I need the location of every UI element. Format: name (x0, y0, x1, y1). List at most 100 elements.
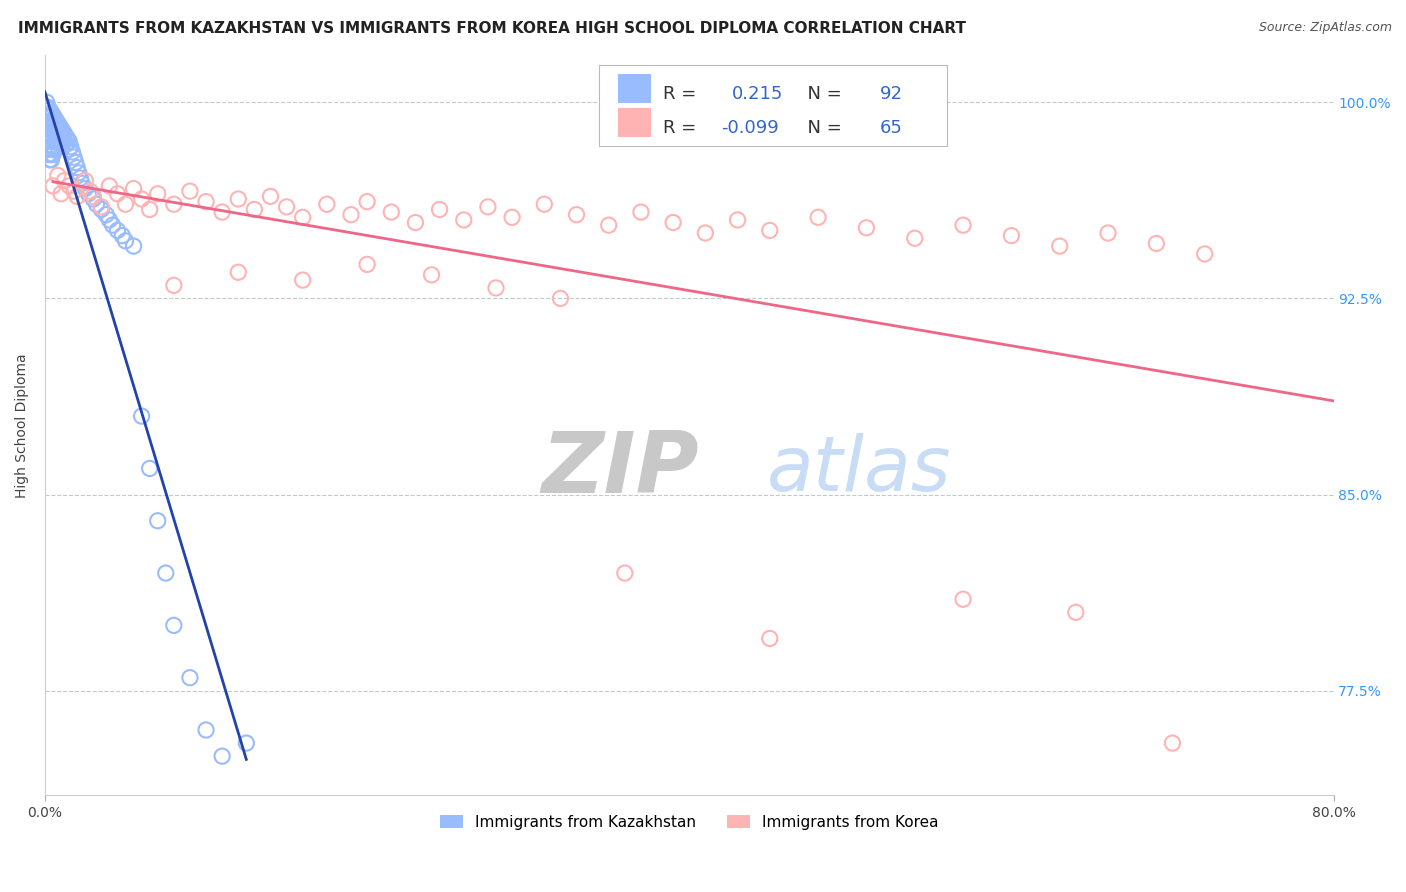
Point (42, 132, 65, 146)
Point (55, 129, 77, 144)
Point (44, 119, 66, 133)
Point (195, 723, 218, 737)
Point (49, 121, 72, 136)
Bar (619, 109, 651, 136)
Point (1144, 236, 1167, 251)
Point (904, 231, 927, 245)
Point (41, 129, 63, 144)
Point (46, 169, 69, 183)
Point (613, 566, 636, 580)
Point (226, 265, 249, 279)
Point (758, 632, 780, 646)
Point (90, 200, 112, 214)
Point (37, 142, 59, 156)
Point (41, 113, 63, 128)
Text: 92: 92 (880, 85, 903, 103)
Point (807, 211, 830, 225)
Point (1000, 228, 1022, 243)
Text: ZIP: ZIP (541, 428, 699, 511)
Point (211, 205, 233, 219)
Point (131, 192, 153, 206)
Point (41, 105, 63, 120)
Point (179, 184, 201, 198)
Point (291, 211, 314, 225)
Point (404, 215, 426, 229)
Point (111, 228, 134, 243)
Point (55, 137, 77, 152)
Point (98, 178, 121, 193)
Point (59, 139, 82, 153)
Point (86, 197, 108, 211)
Point (38, 142, 60, 156)
Point (380, 205, 402, 219)
Point (565, 208, 588, 222)
Point (501, 211, 523, 225)
Point (46, 139, 69, 153)
Point (42, 108, 65, 122)
Point (53, 127, 76, 141)
Point (163, 278, 186, 293)
Point (96, 208, 118, 222)
Text: R =: R = (664, 85, 703, 103)
Point (315, 197, 337, 211)
Point (37, 108, 59, 122)
Point (35, 100, 58, 114)
Point (35, 95, 58, 110)
Point (485, 281, 508, 295)
Point (107, 223, 129, 237)
Point (226, 192, 249, 206)
Point (146, 186, 169, 201)
Point (60, 145, 83, 159)
Point (38, 119, 60, 133)
Point (38, 111, 60, 125)
Point (429, 202, 451, 217)
Point (37, 129, 59, 144)
Point (37, 121, 59, 136)
Point (155, 566, 177, 580)
Point (77, 186, 100, 201)
Point (550, 292, 572, 306)
Point (56, 132, 79, 146)
Point (52, 124, 75, 138)
Point (356, 194, 378, 209)
Point (49, 129, 72, 144)
Point (340, 208, 363, 222)
Text: N =: N = (796, 119, 848, 136)
Point (63, 150, 86, 164)
Point (41, 121, 63, 136)
Point (662, 215, 685, 229)
Point (235, 736, 257, 750)
Point (38, 135, 60, 149)
Point (42, 139, 65, 153)
Point (356, 257, 378, 271)
Point (37, 100, 59, 114)
Point (75, 181, 97, 195)
Point (49, 137, 72, 152)
Point (35, 129, 58, 144)
Point (35, 108, 58, 122)
Point (48, 119, 70, 133)
Point (1194, 247, 1216, 261)
Point (44, 142, 66, 156)
Point (70, 177, 93, 191)
Point (46, 116, 69, 130)
Point (66, 161, 89, 175)
Point (598, 218, 620, 232)
Point (952, 218, 974, 232)
Point (58, 142, 80, 156)
Point (58, 135, 80, 149)
Point (630, 205, 652, 219)
Point (1064, 605, 1087, 619)
Point (107, 186, 129, 201)
Legend: Immigrants from Kazakhstan, Immigrants from Korea: Immigrants from Kazakhstan, Immigrants f… (434, 808, 945, 836)
Point (37, 147, 59, 161)
Point (42, 147, 65, 161)
Point (41, 142, 63, 156)
Point (758, 223, 780, 237)
Bar (619, 74, 651, 103)
Point (75, 174, 97, 188)
Point (63, 184, 86, 198)
Point (69, 171, 91, 186)
Point (49, 186, 72, 201)
Point (163, 618, 186, 632)
